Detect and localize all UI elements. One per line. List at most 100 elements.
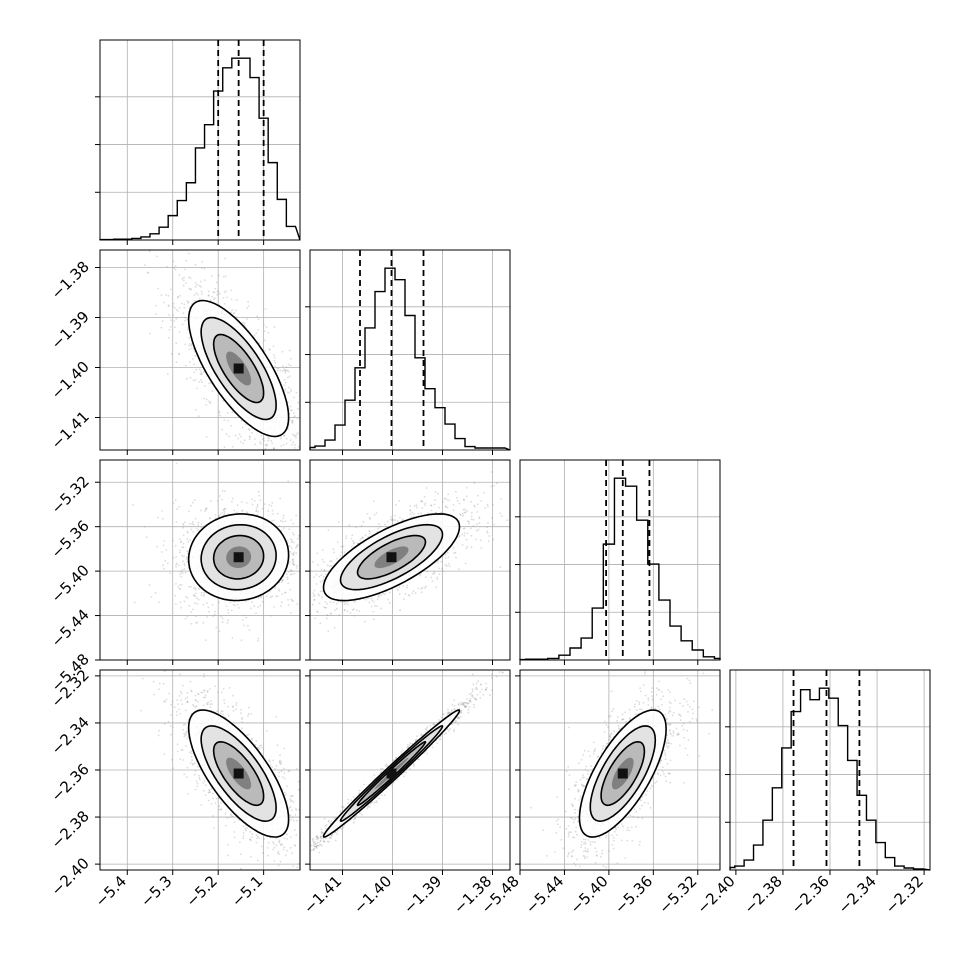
scatter-point	[194, 602, 197, 605]
scatter-point	[251, 503, 254, 506]
scatter-point	[185, 282, 187, 284]
scatter-point	[207, 295, 210, 297]
scatter-point	[161, 551, 163, 553]
scatter-point	[446, 499, 449, 501]
scatter-point	[345, 602, 347, 604]
scatter-point	[193, 294, 196, 296]
scatter-point	[222, 399, 225, 402]
scatter-point	[198, 381, 201, 383]
scatter-point	[194, 694, 197, 697]
scatter-point	[205, 398, 208, 401]
scatter-point	[184, 364, 187, 367]
scatter-point	[179, 294, 181, 297]
scatter-point	[321, 596, 323, 599]
scatter-point	[195, 368, 198, 371]
scatter-point	[284, 371, 287, 374]
scatter-point	[248, 706, 250, 709]
scatter-point	[366, 513, 369, 515]
scatter-point	[211, 390, 214, 392]
scatter-point	[272, 842, 275, 845]
scatter-point	[180, 541, 183, 543]
scatter-point	[280, 770, 283, 773]
scatter-point	[273, 326, 276, 328]
scatter-point	[398, 499, 401, 502]
scatter-point	[257, 606, 260, 608]
scatter-point	[170, 758, 173, 761]
scatter-point	[282, 527, 285, 529]
scatter-point	[322, 580, 324, 582]
scatter-point	[226, 817, 228, 819]
scatter-point	[283, 434, 286, 437]
scatter-point	[346, 603, 349, 605]
scatter-point	[297, 535, 300, 537]
scatter-point	[203, 591, 206, 594]
scatter-point	[187, 344, 190, 347]
scatter-point	[170, 703, 172, 706]
scatter-point	[223, 509, 226, 511]
scatter-point	[210, 274, 213, 277]
scatter-point	[203, 268, 206, 270]
scatter-point	[260, 746, 263, 749]
scatter-point	[465, 538, 468, 541]
scatter-point	[477, 494, 479, 497]
hist-grid	[95, 96, 300, 193]
scatter-point	[168, 692, 171, 695]
scatter-point	[284, 369, 287, 372]
scatter-point	[247, 712, 250, 715]
scatter-point	[483, 491, 485, 494]
scatter-point	[216, 500, 219, 502]
scatter-point	[286, 576, 289, 579]
scatter-point	[178, 331, 181, 333]
scatter-point	[286, 849, 288, 852]
scatter-point	[238, 607, 240, 609]
scatter-point	[186, 328, 189, 331]
scatter-point	[198, 297, 201, 300]
scatter-point	[221, 617, 224, 620]
scatter-point	[188, 585, 190, 588]
scatter-point	[447, 556, 450, 558]
scatter-point	[236, 603, 239, 606]
scatter-point	[407, 594, 410, 596]
scatter-point	[313, 598, 316, 601]
scatter-point	[257, 329, 259, 331]
scatter-point	[182, 312, 185, 314]
scatter-point	[233, 831, 236, 833]
scatter-point	[257, 490, 260, 493]
scatter-point	[312, 560, 314, 563]
scatter-point	[442, 501, 444, 503]
scatter-point	[291, 409, 293, 412]
scatter-point	[292, 522, 295, 525]
density-peak	[233, 552, 244, 563]
scatter-point	[281, 370, 284, 372]
scatter-point	[323, 561, 325, 563]
scatter-point	[289, 612, 292, 614]
scatter-point	[289, 573, 292, 576]
scatter-point	[317, 593, 320, 596]
scatter-point	[190, 611, 193, 613]
scatter-point	[204, 784, 207, 786]
scatter-point	[213, 298, 215, 301]
scatter-point	[218, 411, 221, 414]
scatter-point	[194, 592, 197, 595]
scatter-point	[289, 364, 292, 367]
scatter-point	[265, 595, 268, 598]
scatter-panel	[310, 670, 510, 870]
scatter-point	[172, 539, 174, 542]
scatter-point	[478, 522, 481, 524]
scatter-point	[353, 601, 356, 603]
scatter-point	[285, 573, 288, 575]
scatter-point	[207, 290, 210, 293]
scatter-point	[369, 518, 372, 520]
scatter-point	[196, 527, 198, 530]
scatter-point	[143, 525, 146, 528]
scatter-point	[191, 608, 194, 611]
scatter-point	[194, 282, 197, 284]
scatter-point	[248, 436, 251, 438]
scatter-point	[180, 302, 183, 305]
scatter-point	[230, 424, 233, 427]
scatter-point	[291, 419, 294, 422]
scatter-point	[290, 569, 293, 572]
scatter-point	[433, 503, 436, 506]
scatter-point	[186, 696, 189, 699]
scatter-point	[277, 369, 279, 372]
